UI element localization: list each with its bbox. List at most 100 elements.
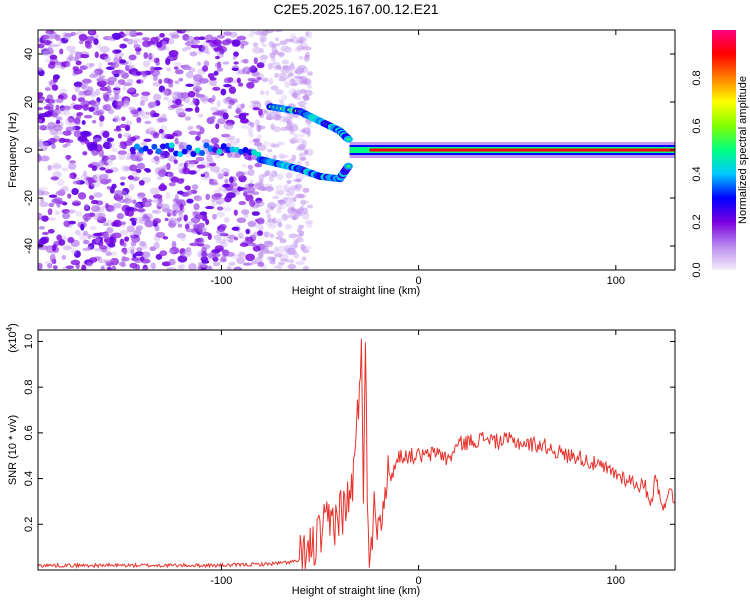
heatmap-cell [150, 36, 159, 45]
heatmap-cell [38, 115, 46, 124]
heatmap-cell [298, 56, 304, 60]
heatmap-cell [167, 172, 175, 177]
heatmap-cell [146, 199, 153, 203]
heatmap-cell [237, 82, 244, 87]
heatmap-cell [42, 231, 49, 236]
heatmap-cell [227, 234, 236, 240]
heatmap-cell [123, 132, 132, 138]
heatmap-cell [151, 209, 162, 214]
heatmap-cell [290, 36, 299, 44]
heatmap-cell [157, 205, 162, 210]
heatmap-cell [112, 94, 121, 101]
heatmap-cell [296, 228, 302, 233]
heatmap-cell [222, 183, 230, 188]
heatmap-cell [186, 198, 194, 204]
heatmap-cell [295, 186, 300, 193]
heatmap-cell [45, 103, 54, 110]
heatmap-cell [177, 151, 184, 158]
heatmap-cell [193, 203, 200, 211]
heatmap-cell [254, 218, 263, 223]
heatmap-cell [168, 49, 179, 58]
heatmap-cell [211, 199, 216, 208]
heatmap-cell [88, 30, 95, 35]
heatmap-cell [65, 126, 75, 132]
colorbar-tick-label: 0.2 [691, 214, 703, 229]
heatmap-cell [186, 144, 193, 151]
heatmap-cell [95, 237, 101, 244]
heatmap-cell [293, 75, 303, 79]
heatmap-cell [273, 30, 283, 33]
heatmap-cell [162, 37, 170, 42]
heatmap-cell [245, 228, 250, 235]
heatmap-cell [139, 70, 149, 75]
heatmap-cell [113, 73, 120, 78]
heatmap-cell [121, 191, 129, 196]
snr-y-ticks: 0.2 0.4 0.6 0.8 1.0 [23, 334, 675, 532]
heatmap-cell [197, 113, 204, 118]
heatmap-cell [122, 82, 133, 87]
heatmap-cell [240, 103, 245, 109]
heatmap-cell [261, 77, 269, 83]
heatmap-cell [48, 44, 53, 53]
heatmap-cell [75, 211, 83, 217]
heatmap-cell [305, 219, 314, 225]
heatmap-cell [38, 212, 43, 221]
heatmap-cell [281, 59, 290, 65]
heatmap-cell [229, 140, 239, 146]
heatmap-cell [136, 116, 142, 124]
heatmap-cell [53, 124, 63, 132]
heatmap-cell [272, 154, 277, 160]
heatmap-cell [44, 260, 54, 265]
heatmap-cell [259, 248, 265, 253]
heatmap-cell [99, 53, 109, 60]
x-tick-label: -100 [210, 575, 232, 587]
heatmap-cell [158, 85, 166, 93]
heatmap-cell [142, 214, 148, 219]
heatmap-cell [189, 51, 198, 57]
heatmap-cell [240, 125, 250, 129]
heatmap-cell [127, 38, 134, 45]
heatmap-cell [129, 146, 136, 153]
heatmap-cell [249, 199, 256, 207]
heatmap-cell [163, 88, 172, 96]
heatmap-cell [74, 85, 80, 93]
heatmap-cell [297, 89, 308, 95]
heatmap-cell [107, 178, 112, 183]
heatmap-cell [247, 220, 257, 228]
heatmap-cell [176, 232, 187, 239]
heatmap-cell [153, 74, 158, 82]
heatmap-cell [103, 259, 114, 263]
heatmap-cell [300, 243, 306, 251]
heatmap-cell [293, 132, 299, 139]
heatmap-cell [150, 187, 160, 195]
heatmap-cell [289, 62, 295, 70]
heatmap-cell [52, 164, 63, 169]
heatmap-cell [206, 265, 213, 270]
heatmap-cell [51, 244, 57, 252]
heatmap-cell [287, 263, 296, 270]
heatmap-cell [226, 265, 232, 270]
heatmap-cell [215, 196, 225, 205]
heatmap-cell [92, 110, 103, 116]
heatmap-cell [143, 52, 149, 59]
heatmap-cell [260, 37, 265, 45]
y-tick-label: 0.4 [23, 471, 35, 486]
heatmap-cell [127, 87, 136, 93]
heatmap-cell [185, 45, 192, 51]
heatmap-cell [252, 46, 262, 54]
heatmap-cell [49, 54, 58, 60]
heatmap-cell [82, 151, 88, 156]
heatmap-cell [268, 77, 274, 86]
heatmap-cell [62, 105, 71, 111]
heatmap-cell [223, 235, 229, 242]
heatmap-cell [291, 154, 297, 161]
heatmap-cell [292, 92, 298, 99]
heatmap-cell [51, 143, 56, 150]
heatmap-cell [140, 114, 150, 119]
heatmap-cell [119, 143, 126, 149]
heatmap-cell [291, 136, 299, 142]
heatmap-cell [109, 142, 115, 149]
heatmap-cell [252, 243, 258, 248]
heatmap-cell [246, 149, 253, 156]
heatmap-cell [50, 176, 59, 181]
